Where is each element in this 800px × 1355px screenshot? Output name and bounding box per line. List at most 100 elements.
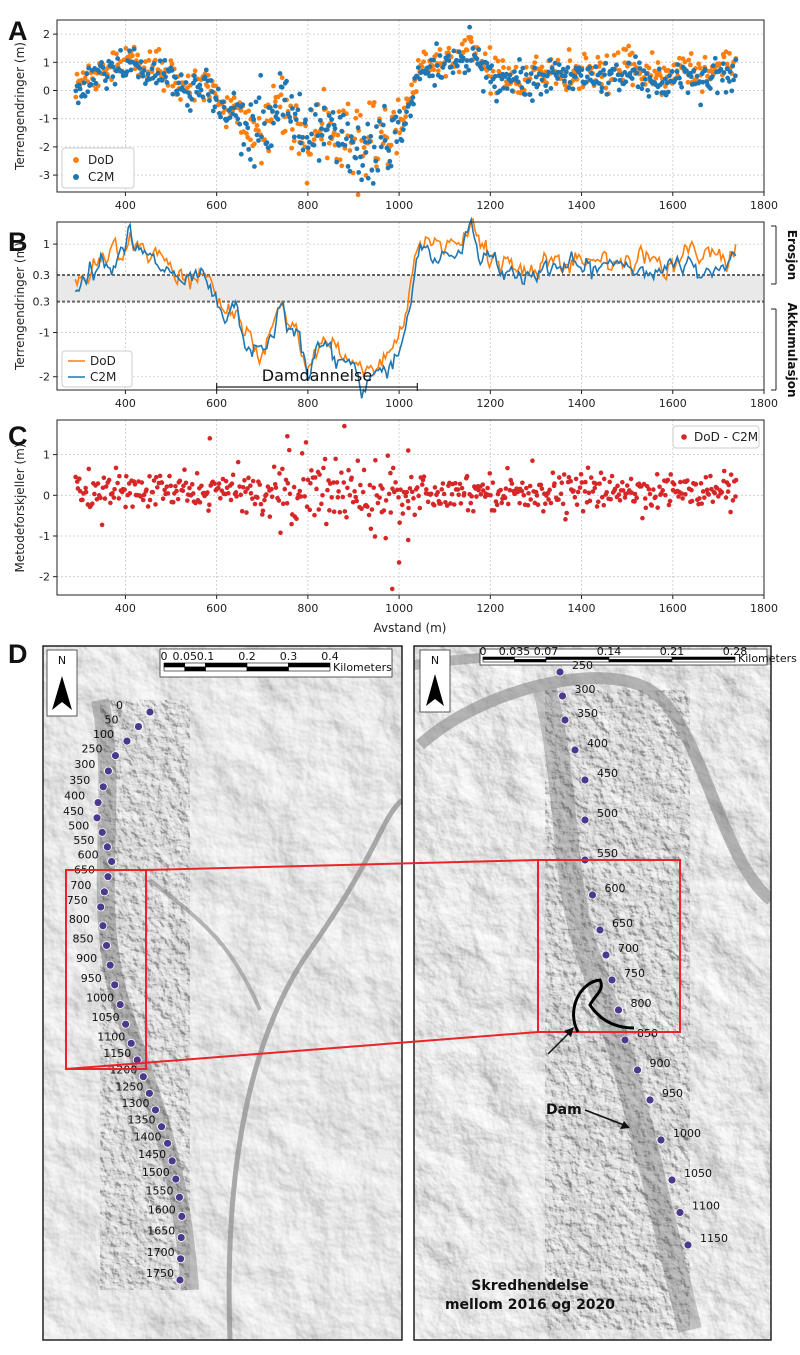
point-diff bbox=[593, 481, 599, 487]
point-c2m bbox=[81, 80, 87, 86]
scale-segment bbox=[671, 659, 736, 663]
point-diff bbox=[624, 483, 630, 488]
point-diff bbox=[346, 467, 351, 473]
point-diff bbox=[155, 485, 160, 490]
point-c2m bbox=[678, 80, 683, 86]
point-dod bbox=[93, 86, 99, 92]
point-c2m bbox=[403, 121, 409, 127]
point-c2m bbox=[203, 67, 209, 73]
point-diff bbox=[649, 503, 655, 508]
point-dod bbox=[147, 49, 153, 55]
point-c2m bbox=[207, 98, 212, 104]
point-diff bbox=[683, 492, 688, 497]
point-c2m bbox=[110, 64, 116, 70]
point-diff bbox=[159, 480, 165, 485]
point-diff bbox=[469, 494, 474, 499]
point-c2m bbox=[292, 111, 298, 117]
point-diff bbox=[312, 475, 318, 480]
point-diff bbox=[699, 501, 705, 506]
scale-unit: Kilometers bbox=[738, 652, 797, 665]
point-dod bbox=[231, 95, 237, 100]
point-diff bbox=[183, 480, 189, 486]
point-c2m bbox=[191, 73, 197, 79]
dam-label: Dam bbox=[546, 1102, 582, 1118]
point-c2m bbox=[720, 61, 726, 67]
point-c2m bbox=[363, 149, 369, 155]
point-diff bbox=[130, 504, 135, 509]
point-c2m bbox=[578, 73, 584, 78]
point-diff bbox=[349, 475, 354, 481]
point-c2m bbox=[727, 79, 732, 84]
point-c2m bbox=[289, 93, 295, 99]
scale-segment bbox=[163, 662, 186, 668]
point-dod bbox=[224, 95, 230, 100]
point-c2m bbox=[597, 70, 603, 76]
point-dod bbox=[185, 73, 191, 79]
point-diff bbox=[360, 489, 366, 495]
point-c2m bbox=[326, 123, 331, 129]
point-dod bbox=[431, 67, 437, 73]
point-c2m bbox=[256, 138, 261, 143]
point-c2m bbox=[587, 65, 592, 70]
point-c2m bbox=[723, 89, 729, 95]
point-diff bbox=[607, 479, 613, 485]
point-c2m bbox=[240, 102, 246, 108]
point-dod bbox=[615, 50, 621, 56]
point-c2m bbox=[727, 69, 733, 75]
point-c2m bbox=[358, 154, 363, 160]
point-dod bbox=[293, 103, 299, 108]
point-c2m bbox=[633, 54, 638, 60]
point-diff bbox=[556, 497, 561, 502]
point-diff bbox=[428, 491, 434, 497]
point-diff bbox=[671, 482, 677, 487]
point-diff bbox=[182, 467, 187, 472]
point-dod bbox=[553, 81, 559, 87]
point-diff bbox=[689, 498, 695, 504]
point-diff bbox=[380, 486, 385, 491]
point-c2m bbox=[439, 75, 445, 80]
point-dod bbox=[353, 115, 359, 121]
point-dod bbox=[354, 108, 360, 114]
point-diff bbox=[322, 456, 328, 462]
point-diff bbox=[604, 490, 609, 495]
point-diff bbox=[226, 490, 231, 496]
point-c2m bbox=[698, 102, 704, 108]
point-c2m bbox=[415, 65, 421, 70]
point-diff bbox=[212, 481, 217, 486]
point-diff bbox=[459, 485, 465, 491]
point-diff bbox=[249, 496, 255, 501]
point-c2m bbox=[417, 76, 423, 82]
scale-segment bbox=[288, 666, 331, 672]
point-c2m bbox=[528, 71, 534, 77]
scale-segment bbox=[608, 659, 673, 663]
point-dod bbox=[462, 37, 468, 43]
point-dod bbox=[296, 151, 302, 157]
point-diff bbox=[207, 502, 212, 508]
station-label: 400 bbox=[587, 737, 608, 750]
point-diff bbox=[490, 480, 496, 485]
point-dod bbox=[340, 108, 346, 114]
point-dod bbox=[324, 155, 330, 161]
point-c2m bbox=[378, 144, 384, 150]
point-diff bbox=[668, 472, 674, 477]
y-tick-label: 2 bbox=[43, 28, 50, 41]
north-arrow-left: N bbox=[46, 649, 78, 717]
station-label: 700 bbox=[618, 942, 639, 955]
point-dod bbox=[401, 105, 407, 111]
station-marker bbox=[122, 736, 132, 746]
point-c2m bbox=[400, 127, 406, 133]
legend-marker-diff bbox=[681, 434, 687, 440]
point-dod bbox=[699, 89, 705, 95]
station-label: 500 bbox=[68, 819, 89, 832]
x-tick-label: 800 bbox=[297, 199, 318, 212]
point-c2m bbox=[311, 142, 317, 148]
point-c2m bbox=[334, 159, 340, 165]
point-c2m bbox=[392, 129, 398, 135]
point-c2m bbox=[507, 72, 513, 78]
erosjon-label: Erosjon bbox=[785, 230, 799, 280]
point-diff bbox=[345, 485, 350, 491]
station-label: 1550 bbox=[145, 1184, 173, 1197]
point-dod bbox=[123, 45, 129, 51]
point-diff bbox=[122, 487, 127, 492]
point-dod bbox=[114, 51, 119, 57]
